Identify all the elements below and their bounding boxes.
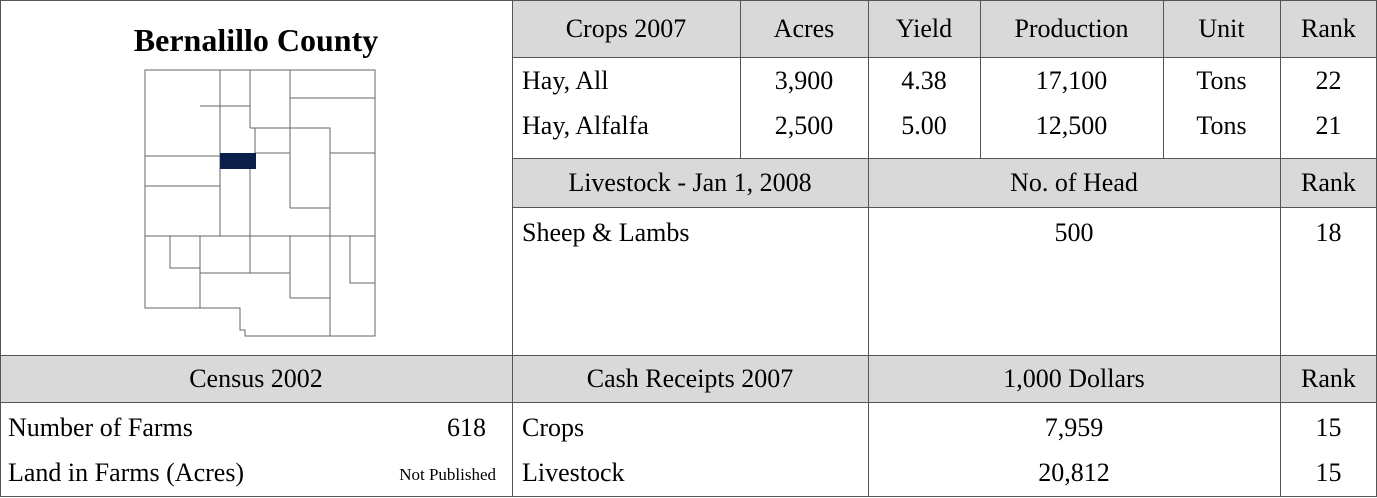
header-cell: Rank [1301,363,1356,393]
cell: Number of Farms [8,413,193,442]
cell: 4.38 [901,65,947,95]
header-bg [0,355,1377,402]
header-cell: Census 2002 [189,363,323,393]
header-cell: Cash Receipts 2007 [586,363,794,393]
cell: 12,500 [1035,110,1108,140]
cell: Livestock [522,458,625,487]
rule [512,207,1377,208]
cell: 500 [1054,218,1094,247]
cell: Tons [1196,65,1247,95]
header-bg [512,158,1377,207]
header-cell: 1,000 Dollars [1003,363,1145,393]
rule [0,0,1,497]
cell: Hay, Alfalfa [522,110,649,140]
rule [512,57,1377,58]
state-map [144,69,376,337]
rule [1163,0,1164,158]
cell: Tons [1196,110,1247,140]
cell: Crops [522,413,585,442]
cell: 7,959 [1044,413,1104,442]
rule [740,0,741,158]
header-cell: Unit [1198,13,1245,43]
title: Bernalillo County [133,21,379,58]
rule [512,0,513,497]
cell: 17,100 [1035,65,1108,95]
rule [0,355,1377,356]
cell: Not Published [399,465,496,484]
header-cell: Livestock - Jan 1, 2008 [568,167,812,197]
header-cell: Acres [773,13,835,43]
cell: 2,500 [774,110,834,140]
rule [0,0,1377,1]
rule [868,0,869,497]
cell: Land in Farms (Acres) [8,458,245,487]
rule [512,158,1377,159]
cell: Sheep & Lambs [522,218,690,247]
header-cell: Production [1014,13,1129,43]
cell: 618 [447,413,486,442]
header-cell: Rank [1301,167,1356,197]
cell: 21 [1315,110,1342,140]
cell: 22 [1315,65,1342,95]
rule [1280,0,1281,497]
cell: 15 [1315,413,1342,442]
cell: 5.00 [901,110,947,140]
rule [980,0,981,158]
header-cell: Yield [895,13,953,43]
header-cell: Rank [1301,13,1356,43]
cell: Hay, All [522,65,609,95]
cell: 18 [1315,218,1342,247]
cell: 15 [1315,458,1342,487]
header-bg [512,0,1377,57]
rule [0,402,1377,403]
header-cell: Crops 2007 [565,13,687,43]
header-cell: No. of Head [1010,167,1138,197]
county-highlight [220,153,256,169]
cell: 20,812 [1038,458,1110,487]
cell: 3,900 [774,65,834,95]
